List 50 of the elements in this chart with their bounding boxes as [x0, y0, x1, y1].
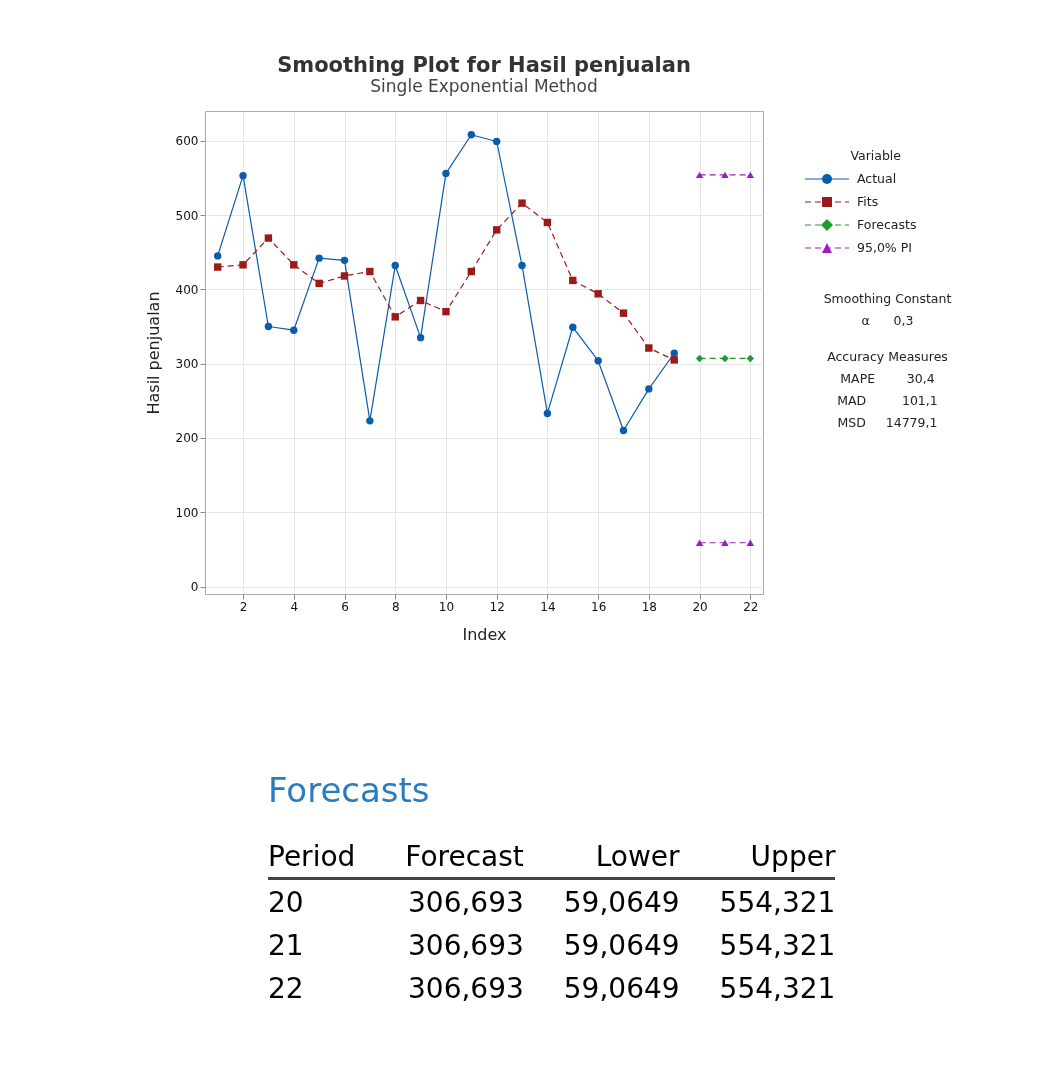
legend-label: Fits — [857, 194, 879, 209]
text: 20 — [268, 885, 305, 921]
text: 554,321 — [718, 885, 836, 921]
y-tick-label: 600 — [175, 134, 199, 149]
y-tick-label: 200 — [175, 431, 199, 446]
text: 21 — [268, 928, 305, 964]
y-tick-label: 300 — [175, 357, 199, 372]
y-tick-label: 0 — [190, 580, 199, 595]
y-tick-label: 400 — [175, 282, 199, 297]
x-tick-label: 16 — [591, 599, 607, 614]
x-tick-label: 14 — [540, 599, 556, 614]
legend-label: 95,0% PI — [857, 240, 912, 255]
x-tick-label: 18 — [641, 599, 657, 614]
text: 22 — [268, 971, 305, 1007]
text: 554,321 — [718, 928, 836, 964]
text: Forecast — [355, 840, 524, 879]
x-tick-label: 20 — [692, 599, 708, 614]
x-tick-label: 12 — [489, 599, 505, 614]
chart-title: Smoothing Plot for Hasil penjualan — [277, 53, 691, 77]
x-tick-label: 10 — [438, 599, 455, 614]
x-tick-label: 2 — [239, 599, 248, 614]
x-axis-title: Index — [462, 624, 507, 644]
text: 59,0649 — [562, 885, 680, 921]
text: MAPE 30,4 — [839, 370, 936, 388]
text: 306,693 — [407, 885, 524, 921]
text: α 0,3 — [860, 312, 915, 330]
text: 306,693 — [407, 971, 524, 1007]
text: MAD 101,1 — [836, 392, 939, 410]
legend-title: Variable — [849, 148, 902, 163]
text: Lower — [523, 840, 680, 879]
y-tick-label: 500 — [175, 208, 199, 223]
text: MSD 14779,1 — [836, 414, 939, 432]
text: 59,0649 — [562, 971, 680, 1007]
legend-label: Actual — [857, 171, 897, 186]
chart-subtitle: Single Exponential Method — [370, 76, 598, 96]
text: Accuracy Measures — [826, 348, 949, 366]
text: Smoothing Constant — [822, 290, 953, 308]
text: 59,0649 — [562, 928, 680, 964]
y-axis-title: Hasil penjualan — [143, 291, 163, 415]
text: 306,693 — [407, 928, 524, 964]
y-tick-label: 100 — [175, 505, 199, 520]
legend-label: Forecasts — [857, 217, 917, 232]
x-tick-label: 4 — [290, 599, 299, 614]
text: Period — [268, 840, 356, 879]
text: Upper — [679, 840, 836, 879]
text: 554,321 — [718, 971, 836, 1007]
x-tick-label: 8 — [391, 599, 400, 614]
text: Forecasts — [268, 770, 431, 810]
x-tick-label: 6 — [341, 599, 349, 614]
x-tick-label: 22 — [743, 599, 759, 614]
